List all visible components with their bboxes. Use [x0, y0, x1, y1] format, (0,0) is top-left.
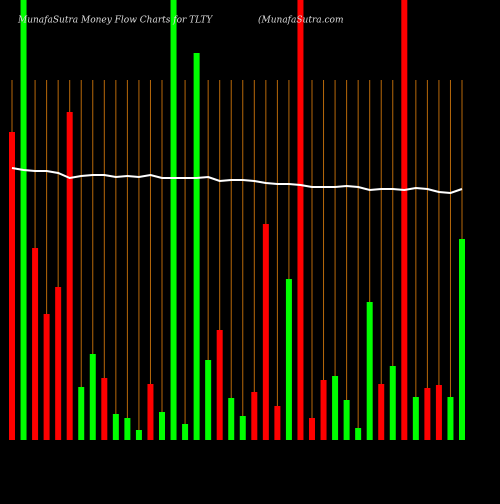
- bar: [424, 388, 431, 440]
- bar: [89, 354, 96, 440]
- bar: [101, 378, 108, 440]
- bar: [447, 397, 454, 440]
- bar: [32, 248, 39, 440]
- bar: [378, 384, 385, 440]
- bar: [216, 330, 223, 440]
- bar: [332, 376, 339, 440]
- money-flow-line: [11, 167, 463, 195]
- bar: [262, 224, 269, 440]
- bar: [355, 428, 362, 440]
- bar: [159, 412, 165, 440]
- bar: [412, 397, 419, 440]
- bar: [274, 406, 281, 440]
- bar: [55, 287, 62, 440]
- bar: [389, 366, 396, 440]
- bar: [9, 132, 15, 440]
- chart-subtitle: (MunafaSutra.com: [258, 15, 343, 26]
- bar: [435, 385, 442, 440]
- bar: [170, 0, 177, 440]
- bar: [366, 302, 373, 440]
- bar: [228, 398, 235, 440]
- bar: [66, 112, 73, 440]
- bar: [251, 392, 258, 440]
- bar: [135, 430, 142, 440]
- bar: [239, 416, 246, 440]
- bar: [182, 424, 189, 440]
- bar: [78, 387, 85, 440]
- bar: [401, 0, 408, 440]
- bar: [124, 418, 131, 440]
- bar: [43, 314, 50, 440]
- bar: [343, 400, 350, 440]
- bar: [309, 418, 315, 440]
- bar: [20, 0, 27, 440]
- chart-title: MunafaSutra Money Flow Charts for TLTY: [17, 16, 213, 26]
- bar: [112, 414, 119, 440]
- bar: [193, 53, 200, 440]
- bar: [459, 239, 465, 440]
- bar: [205, 360, 212, 440]
- bar: [285, 279, 292, 440]
- bar: [297, 0, 304, 440]
- bar: [320, 380, 327, 440]
- bar: [147, 384, 154, 440]
